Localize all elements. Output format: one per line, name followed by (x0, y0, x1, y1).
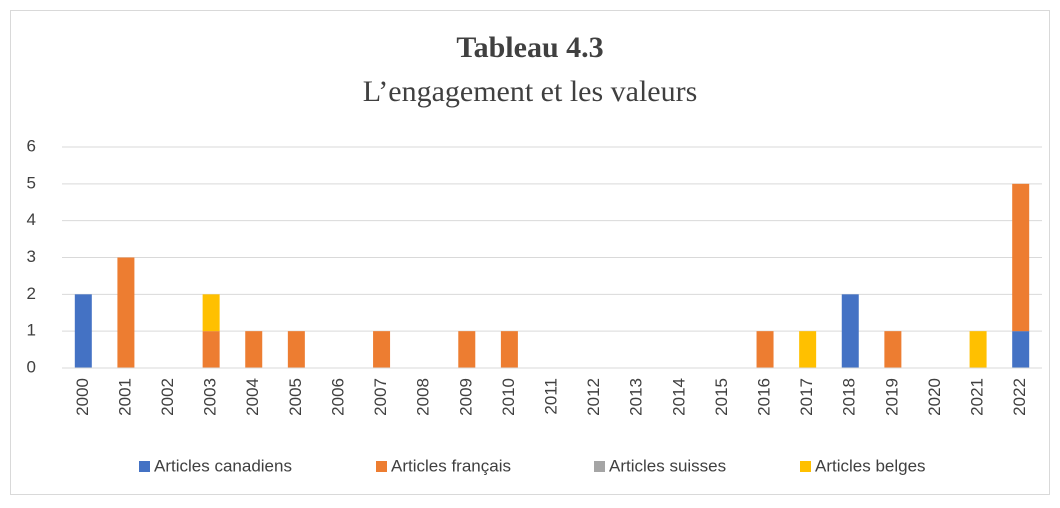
x-tick-label: 2010 (499, 378, 518, 416)
bar-segment (117, 257, 135, 368)
bar-segment (1012, 331, 1030, 368)
x-tick-label: 2015 (712, 378, 731, 416)
chart-title: Tableau 4.3 (456, 31, 603, 64)
x-tick-label: 2016 (755, 378, 774, 416)
bar-segment (841, 294, 859, 368)
bar-segment (202, 331, 220, 368)
legend-label: Articles français (391, 456, 511, 475)
bar-segment (884, 331, 902, 368)
x-tick-label: 2006 (328, 378, 347, 416)
x-tick-label: 2002 (158, 378, 177, 416)
x-tick-label: 2007 (371, 378, 390, 416)
x-tick-label: 2018 (840, 378, 859, 416)
bar-segment (202, 294, 220, 332)
y-tick-label: 3 (27, 247, 36, 266)
x-tick-label: 2004 (243, 378, 262, 416)
bar-segment (458, 331, 476, 368)
y-tick-label: 5 (27, 173, 36, 192)
legend-label: Articles canadiens (154, 456, 292, 475)
legend-label: Articles suisses (609, 456, 726, 475)
legend-swatch (594, 461, 605, 472)
legend-swatch (376, 461, 387, 472)
chart-subtitle: L’engagement et les valeurs (363, 75, 698, 108)
bar-segment (373, 331, 391, 368)
bar-segment (756, 331, 774, 368)
y-tick-label: 2 (27, 284, 36, 303)
legend-swatch (139, 461, 150, 472)
x-tick-label: 2022 (1010, 378, 1029, 416)
bar-segment (1012, 183, 1030, 332)
x-tick-label: 2003 (201, 378, 220, 416)
legend-swatch (800, 461, 811, 472)
x-tick-label: 2017 (797, 378, 816, 416)
x-tick-label: 2001 (115, 378, 134, 416)
x-tick-label: 2014 (669, 378, 688, 416)
bar-segment (74, 294, 92, 368)
x-tick-label: 2008 (414, 378, 433, 416)
x-tick-label: 2019 (882, 378, 901, 416)
chart-border (10, 10, 1050, 495)
x-tick-label: 2021 (968, 378, 987, 416)
y-tick-label: 6 (27, 136, 36, 155)
x-tick-label: 2012 (584, 378, 603, 416)
legend-label: Articles belges (815, 456, 926, 475)
bar-segment (245, 331, 263, 368)
bar-segment (969, 331, 987, 368)
x-tick-label: 2020 (925, 378, 944, 416)
x-tick-label: 2013 (627, 378, 646, 416)
bar-segment (500, 331, 518, 368)
x-tick-label: 2000 (73, 378, 92, 416)
bar-segment (287, 331, 305, 368)
x-tick-label: 2009 (456, 378, 475, 416)
x-tick-label: 2005 (286, 378, 305, 416)
y-tick-label: 1 (27, 321, 36, 340)
bar-segment (799, 331, 817, 368)
y-tick-label: 4 (27, 210, 36, 229)
y-tick-label: 0 (27, 357, 36, 376)
x-tick-label: 2011 (541, 378, 560, 415)
